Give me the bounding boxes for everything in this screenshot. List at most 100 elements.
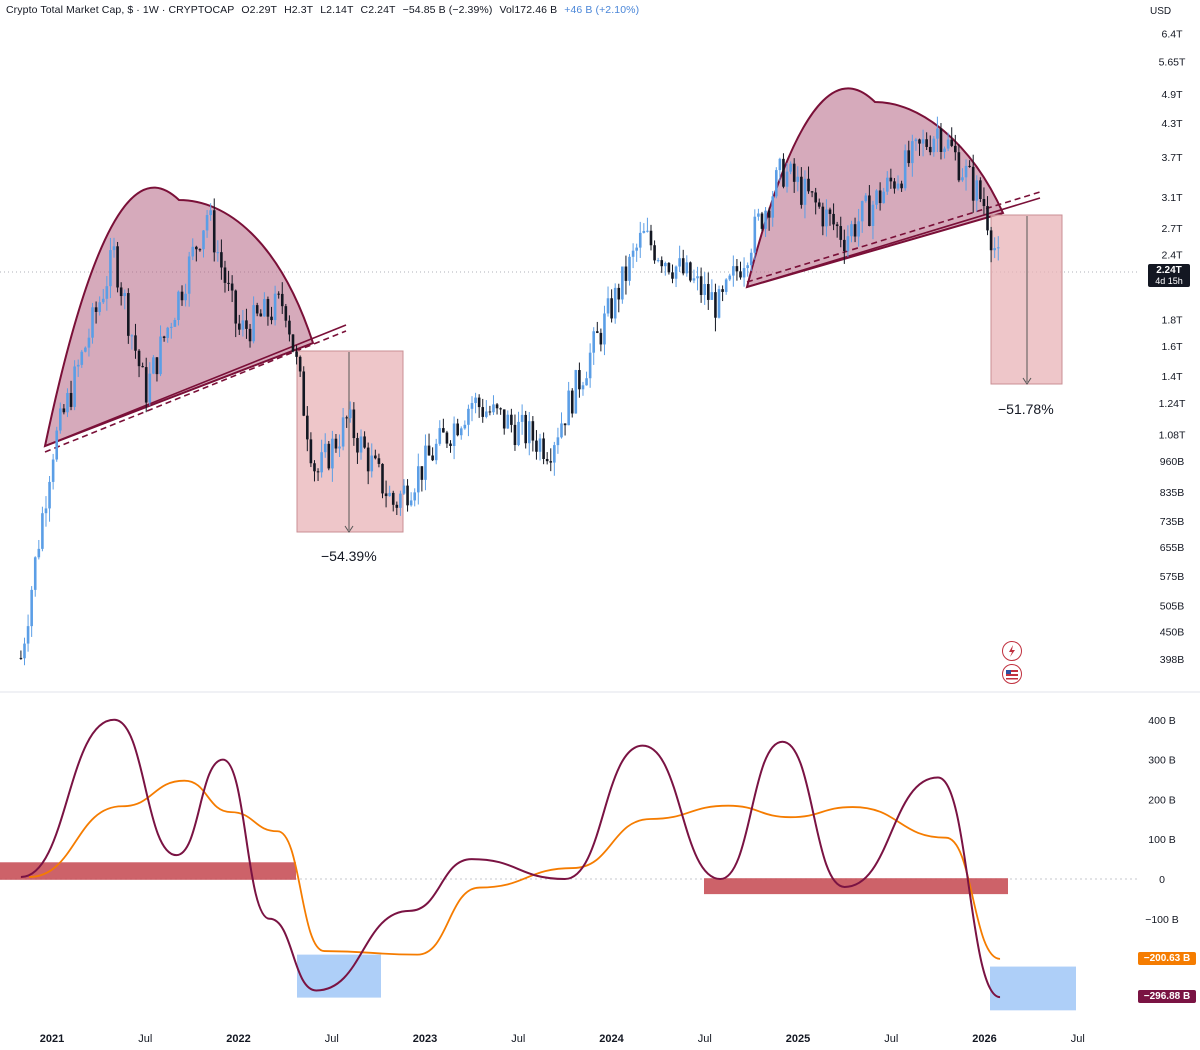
candle-body bbox=[757, 213, 760, 217]
candle-body bbox=[664, 262, 667, 267]
candle-body bbox=[202, 230, 205, 250]
candle-body bbox=[839, 226, 843, 240]
candle-body bbox=[907, 150, 911, 164]
candle-body bbox=[109, 250, 112, 287]
drop-label-2026: −51.78% bbox=[998, 401, 1054, 417]
candle-body bbox=[588, 352, 592, 379]
candle-body bbox=[753, 216, 757, 253]
candle-body bbox=[520, 414, 524, 422]
zone-blue-2026 bbox=[990, 966, 1076, 1011]
candle-body bbox=[989, 230, 993, 251]
candle-body bbox=[399, 493, 402, 508]
candle-body bbox=[878, 190, 882, 204]
zone-red-2025 bbox=[704, 878, 1008, 895]
candle-body bbox=[953, 145, 957, 153]
candle-body bbox=[635, 247, 638, 251]
price-axis-tick: 960B bbox=[1160, 456, 1185, 468]
candle-body bbox=[560, 423, 563, 438]
candle-body bbox=[37, 548, 41, 558]
candle-body bbox=[792, 163, 796, 182]
drop-arrowhead-2026 bbox=[1022, 377, 1032, 385]
candle-body bbox=[263, 299, 266, 317]
price-axis-tick: 4.3T bbox=[1161, 118, 1183, 130]
price-axis-tick: 835B bbox=[1160, 487, 1185, 499]
last-price-value: 2.24T bbox=[1156, 265, 1182, 276]
candle-body bbox=[638, 232, 642, 248]
price-axis-tick: 1.08T bbox=[1159, 429, 1186, 441]
candle-body bbox=[728, 275, 732, 280]
candle-body bbox=[116, 246, 119, 288]
candle-body bbox=[248, 328, 252, 342]
candle-body bbox=[556, 437, 560, 446]
candle-body bbox=[327, 443, 331, 469]
candle-body bbox=[434, 443, 438, 461]
candle-body bbox=[177, 291, 180, 320]
candle-body bbox=[406, 485, 409, 506]
candle-body bbox=[273, 293, 277, 321]
candle-body bbox=[470, 403, 474, 409]
time-axis-tick: Jul bbox=[884, 1033, 898, 1045]
candle-body bbox=[617, 287, 621, 300]
candle-body bbox=[835, 224, 839, 227]
candle-body bbox=[216, 252, 220, 254]
price-axis-tick: 6.4T bbox=[1161, 29, 1183, 41]
candle-body bbox=[187, 256, 191, 294]
candle-body bbox=[302, 371, 306, 416]
candle-body bbox=[925, 139, 928, 147]
candle-body bbox=[463, 424, 467, 429]
candle-body bbox=[30, 589, 33, 627]
price-axis-tick: 3.7T bbox=[1161, 152, 1183, 164]
price-axis-tick: 1.8T bbox=[1161, 314, 1183, 326]
candle-body bbox=[84, 347, 87, 352]
price-axis-tick: 3.1T bbox=[1161, 192, 1183, 204]
candle-body bbox=[964, 165, 968, 178]
candle-body bbox=[893, 181, 896, 189]
candle-body bbox=[420, 466, 424, 480]
candle-body bbox=[621, 266, 624, 300]
candle-body bbox=[846, 236, 850, 252]
candle-body bbox=[266, 299, 270, 317]
candle-body bbox=[714, 292, 717, 318]
candle-body bbox=[749, 252, 753, 266]
candle-body bbox=[932, 138, 936, 153]
candle-body bbox=[950, 139, 954, 146]
candle-body bbox=[903, 150, 907, 189]
candle-body bbox=[857, 221, 860, 237]
volume-value: Vol172.46 B bbox=[499, 4, 558, 16]
price-axis-tick: 1.4T bbox=[1161, 371, 1183, 383]
dome-2025 bbox=[745, 87, 1005, 289]
candle-body bbox=[553, 445, 556, 463]
candle-body bbox=[366, 447, 370, 472]
candle-body bbox=[900, 183, 903, 189]
candle-body bbox=[87, 337, 91, 348]
candle-body bbox=[703, 284, 706, 295]
candle-body bbox=[44, 508, 48, 514]
candle-body bbox=[424, 445, 427, 480]
candle-body bbox=[724, 279, 728, 292]
candle-body bbox=[796, 176, 800, 182]
candle-body bbox=[467, 408, 470, 425]
candle-body bbox=[685, 262, 689, 274]
candle-body bbox=[23, 643, 26, 659]
candle-body bbox=[803, 178, 807, 205]
trendline-2021 bbox=[44, 324, 347, 447]
candle-body bbox=[395, 504, 399, 508]
us-flag-icon[interactable] bbox=[1002, 664, 1022, 684]
candle-body bbox=[230, 283, 234, 291]
price-axis-tick: 575B bbox=[1160, 571, 1185, 583]
candle-body bbox=[173, 319, 177, 327]
candle-body bbox=[377, 458, 381, 464]
candle-body bbox=[943, 148, 946, 153]
candle-body bbox=[477, 397, 481, 408]
symbol-title[interactable]: Crypto Total Market Cap, $ · 1W · CRYPTO… bbox=[6, 4, 235, 16]
candle-body bbox=[979, 180, 982, 200]
candle-body bbox=[502, 409, 506, 429]
candle-body bbox=[148, 373, 152, 403]
candle-body bbox=[112, 246, 116, 251]
lightning-icon[interactable] bbox=[1002, 641, 1022, 661]
time-axis-tick: Jul bbox=[511, 1033, 525, 1045]
candle-body bbox=[280, 293, 284, 307]
candle-body bbox=[961, 177, 964, 181]
candle-body bbox=[936, 128, 939, 139]
